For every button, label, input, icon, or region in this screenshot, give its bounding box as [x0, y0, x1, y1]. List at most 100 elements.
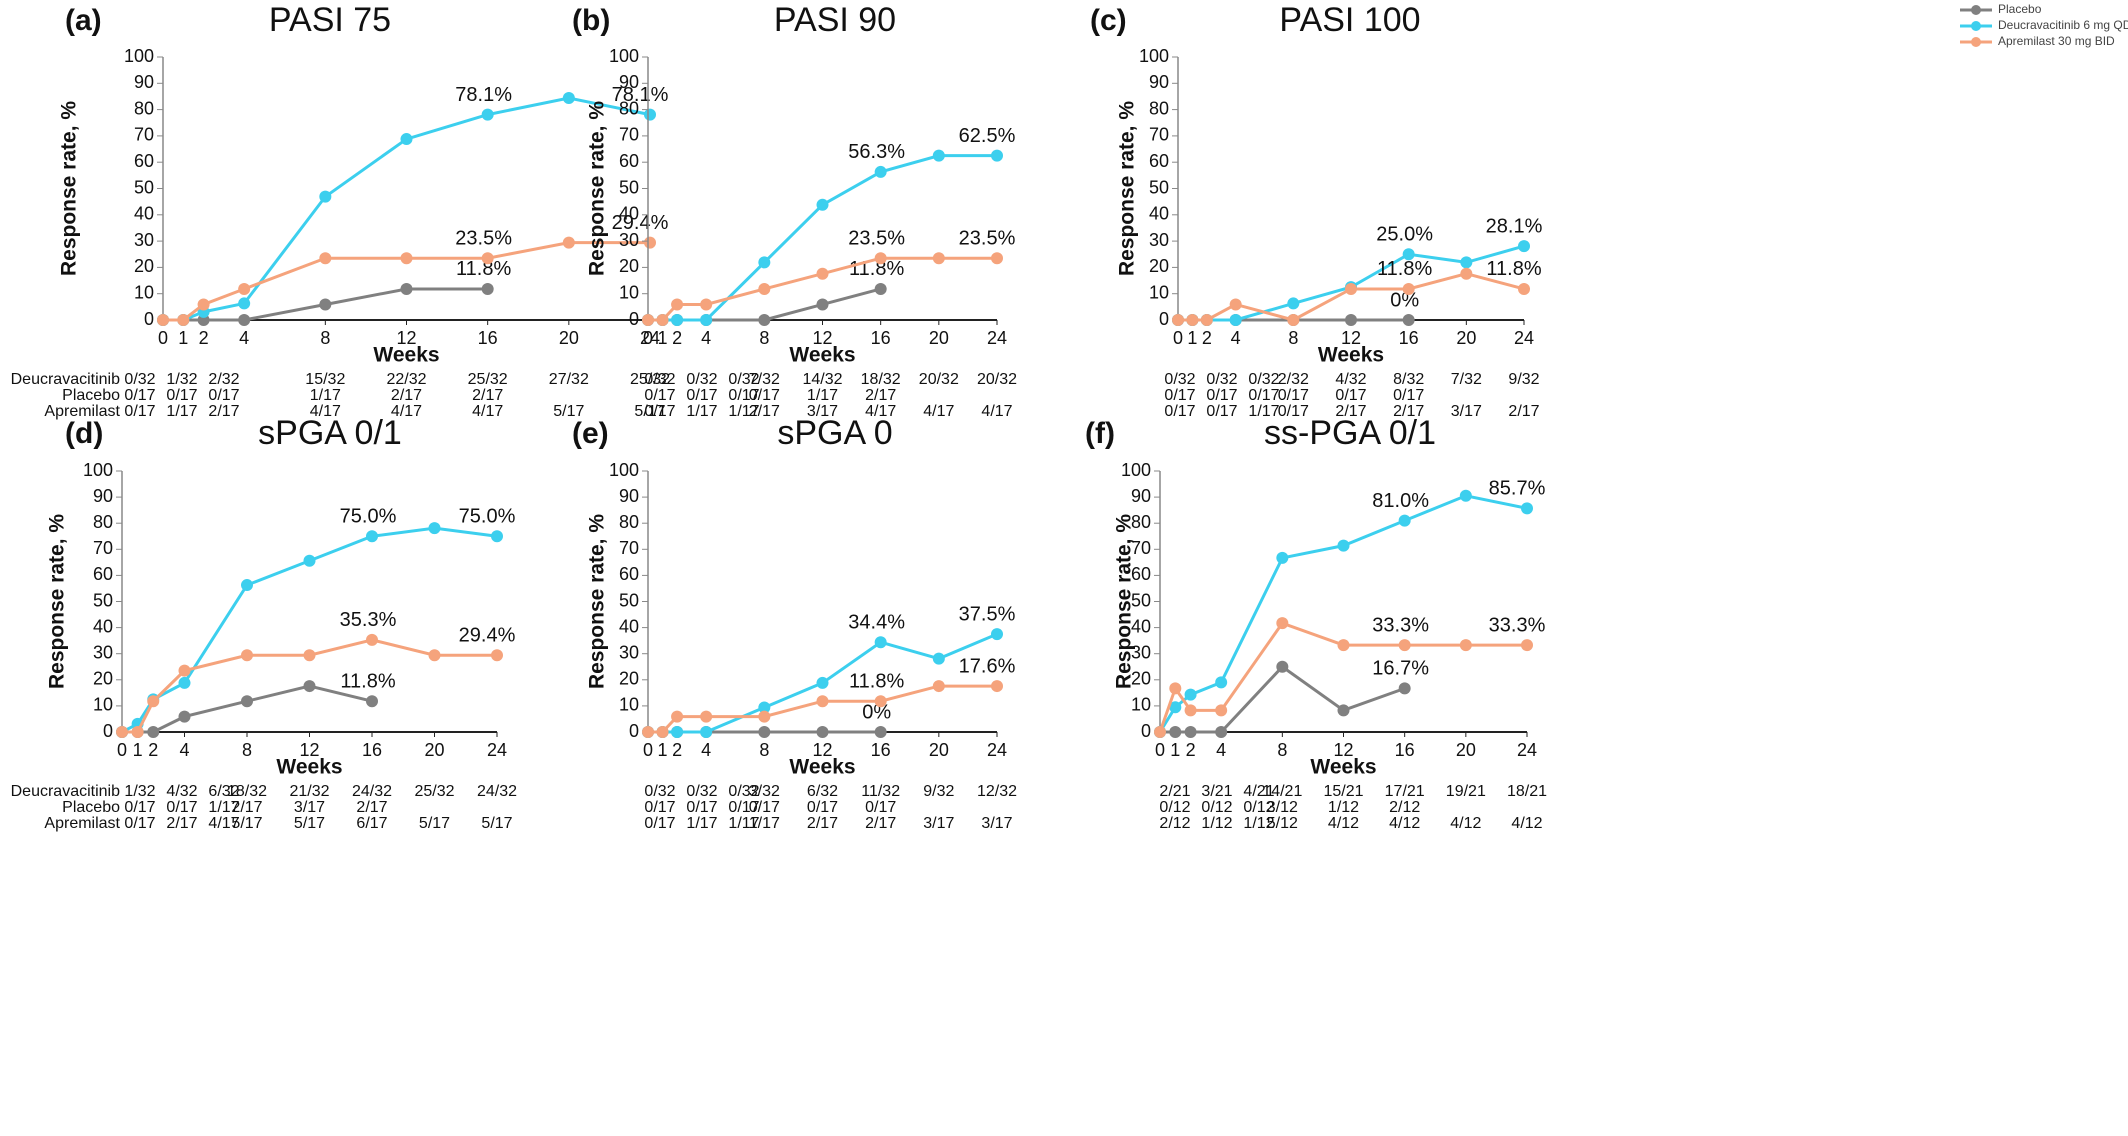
table-cell: 2/17 — [208, 403, 239, 420]
data-label: 34.4% — [848, 611, 905, 633]
x-tick-label: 16 — [1399, 328, 1419, 348]
x-tick-label: 24 — [1514, 328, 1534, 348]
data-point — [1287, 297, 1300, 310]
chart-title: sPGA 0/1 — [258, 414, 402, 452]
data-point — [1398, 682, 1411, 695]
data-point — [671, 314, 684, 326]
table-cell: 0/32 — [1248, 371, 1279, 388]
table-cell: 1/17 — [686, 815, 717, 832]
data-point — [1521, 502, 1533, 515]
data-point — [671, 726, 684, 738]
data-point — [197, 298, 210, 311]
table-cell: 0/17 — [124, 799, 155, 816]
data-point — [656, 726, 669, 738]
y-tick-label: 90 — [134, 72, 154, 92]
table-row-label: Apremilast — [44, 403, 120, 420]
table-cell: 0/17 — [749, 387, 780, 404]
y-tick-label: 10 — [1131, 695, 1151, 715]
data-label: 11.8% — [340, 670, 395, 692]
y-axis-label: Response rate, % — [58, 101, 81, 276]
table-cell: 5/12 — [1267, 815, 1298, 832]
table-cell: 1/17 — [728, 403, 759, 420]
panel-letter: (b) — [572, 4, 610, 37]
table-cell: 2/17 — [865, 387, 896, 404]
x-tick-label: 2 — [199, 328, 209, 348]
x-tick-label: 12 — [812, 740, 832, 760]
y-tick-label: 90 — [619, 486, 639, 506]
legend-label: Placebo — [1998, 2, 2042, 16]
y-tick-label: 90 — [1131, 486, 1151, 506]
chart-title: PASI 75 — [269, 1, 391, 39]
data-point — [147, 726, 160, 738]
table-cell: 0/17 — [728, 799, 759, 816]
table-cell: 0/17 — [1164, 403, 1195, 420]
data-point — [816, 695, 829, 708]
data-label: 33.3% — [1372, 614, 1429, 636]
x-tick-label: 2 — [672, 328, 682, 348]
data-point — [1215, 704, 1228, 717]
table-row-label: Placebo — [62, 387, 120, 404]
x-tick-label: 0 — [158, 328, 168, 348]
x-tick-label: 1 — [1187, 328, 1197, 348]
y-tick-label: 100 — [124, 46, 154, 66]
y-tick-label: 70 — [619, 125, 639, 145]
table-cell: 7/32 — [749, 371, 780, 388]
y-tick-label: 10 — [134, 282, 154, 302]
table-cell: 0/32 — [728, 371, 759, 388]
y-tick-label: 60 — [134, 151, 154, 171]
data-point — [991, 252, 1003, 265]
table-cell: 3/32 — [749, 783, 780, 800]
data-point — [816, 267, 829, 280]
y-tick-label: 90 — [1149, 72, 1169, 92]
y-tick-label: 40 — [93, 616, 113, 636]
x-tick-label: 2 — [148, 740, 158, 760]
x-tick-label: 20 — [929, 740, 949, 760]
table-cell: 3/21 — [1201, 783, 1232, 800]
table-cell: 0/17 — [749, 799, 780, 816]
table-cell: 12/32 — [977, 783, 1017, 800]
table-cell: 17/21 — [1385, 783, 1425, 800]
data-point — [874, 695, 887, 708]
data-point — [1459, 639, 1472, 652]
data-point — [238, 282, 251, 295]
x-tick-label: 2 — [672, 740, 682, 760]
table-cell: 0/17 — [124, 403, 155, 420]
y-tick-label: 70 — [1149, 125, 1169, 145]
data-point — [428, 649, 441, 662]
table-cell: 0/12 — [1201, 799, 1232, 816]
table-cell: 4/32 — [166, 783, 197, 800]
y-axis-label: Response rate, % — [1113, 514, 1136, 689]
x-tick-label: 16 — [1395, 740, 1415, 760]
chart-title: ss-PGA 0/1 — [1264, 414, 1436, 452]
data-point — [700, 298, 713, 311]
data-point — [874, 636, 887, 649]
data-point — [319, 190, 332, 203]
data-point — [758, 701, 771, 714]
x-tick-label: 8 — [1288, 328, 1298, 348]
data-point — [816, 726, 829, 738]
table-cell: 4/12 — [1450, 815, 1481, 832]
data-point — [1345, 282, 1357, 295]
data-point — [816, 298, 829, 311]
table-cell: 14/21 — [1262, 783, 1302, 800]
data-point — [1184, 704, 1197, 717]
data-point — [562, 236, 575, 249]
data-label: 29.4% — [612, 212, 669, 234]
y-tick-label: 10 — [93, 695, 113, 715]
series-line — [648, 684, 997, 734]
data-label: 11.8% — [1377, 258, 1432, 280]
data-point — [481, 108, 494, 121]
table-cell: 4/21 — [1243, 783, 1274, 800]
data-point — [874, 165, 887, 178]
y-tick-label: 0 — [629, 309, 639, 329]
panel-letter: (a) — [65, 4, 102, 37]
table-cell: 0/32 — [644, 371, 675, 388]
data-label: 11.8% — [456, 258, 511, 280]
y-tick-label: 0 — [144, 309, 154, 329]
data-label: 17.6% — [959, 655, 1016, 677]
y-tick-label: 90 — [619, 72, 639, 92]
table-cell: 20/32 — [977, 371, 1017, 388]
